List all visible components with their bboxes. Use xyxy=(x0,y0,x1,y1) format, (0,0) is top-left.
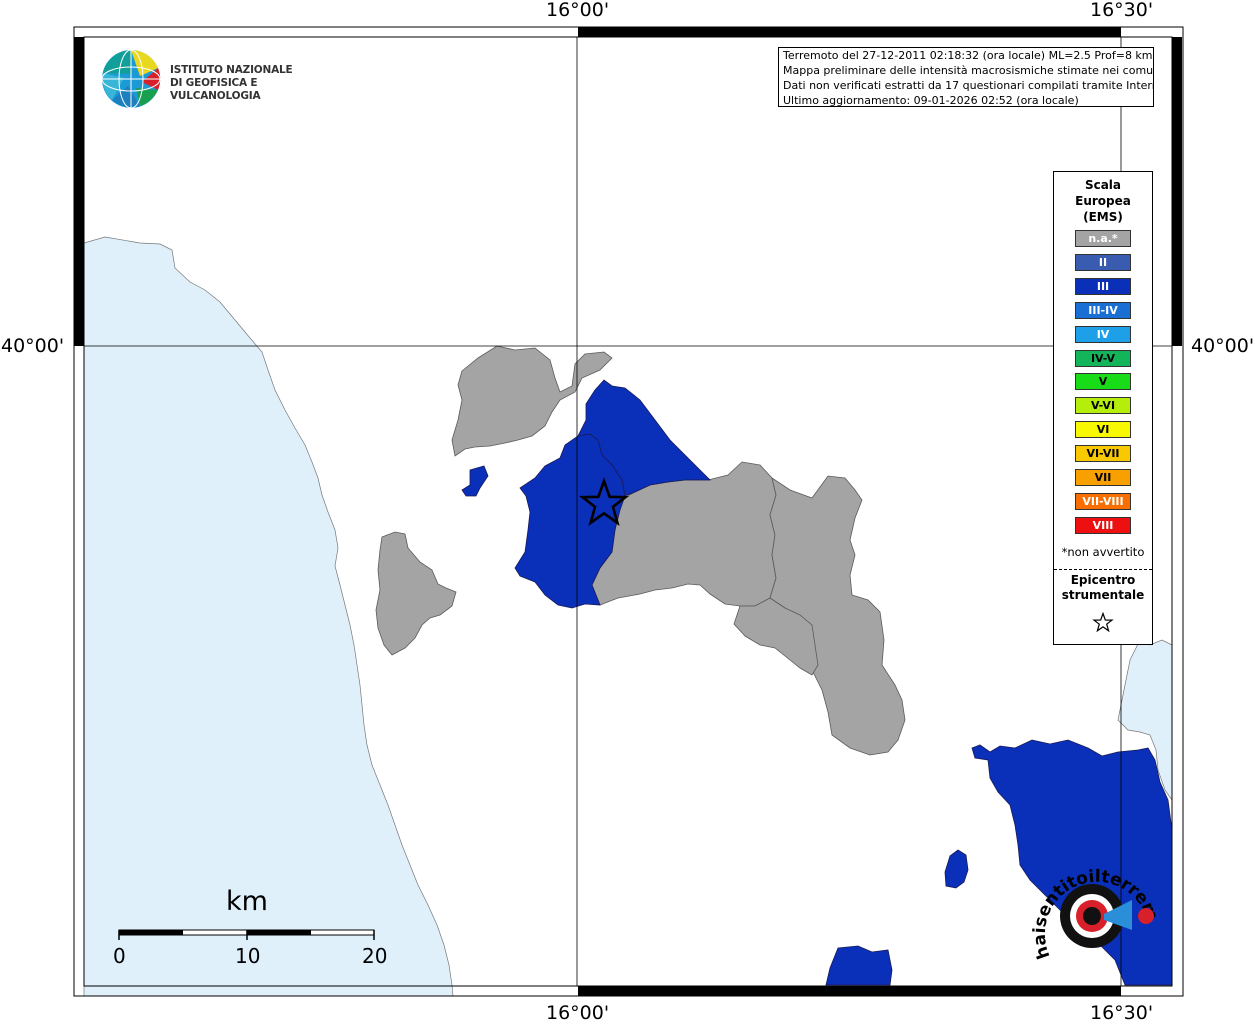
event-info-line1: Terremoto del 27-12-2011 02:18:32 (ora l… xyxy=(783,49,1153,62)
legend-divider xyxy=(1054,569,1152,570)
lat-label-right-40: 40°00' xyxy=(1191,335,1255,357)
legend-swatch: VI-VII xyxy=(1075,445,1131,463)
epicenter-star-icon xyxy=(578,477,630,526)
legend-swatch: IV-V xyxy=(1075,349,1131,367)
scale-bar xyxy=(118,929,375,940)
scale-bar-tick-0: 0 xyxy=(113,944,126,968)
scale-bar-tick-20: 20 xyxy=(362,944,388,968)
municipality-iii-south xyxy=(825,945,893,986)
lon-label-bottom-1630: 16°30' xyxy=(1090,1002,1154,1024)
legend-swatch: VIII xyxy=(1075,516,1131,534)
legend-title-line2: Europea xyxy=(1075,194,1131,208)
ingv-logo-line1: ISTITUTO NAZIONALE xyxy=(170,64,293,76)
legend-swatch: V xyxy=(1075,373,1131,391)
haisentito-stamp: haisentitoilterremoto.it xyxy=(1024,835,1162,980)
event-info-line4: Ultimo aggiornamento: 09-01-2026 02:52 (… xyxy=(783,94,1079,107)
ingv-logo-text: ISTITUTO NAZIONALE DI GEOFISICA E VULCAN… xyxy=(170,64,320,103)
scale-bar-tick-10: 10 xyxy=(235,944,261,968)
legend-swatch: III xyxy=(1075,277,1131,295)
legend-swatch: III-IV xyxy=(1075,301,1131,319)
legend-swatch: VII xyxy=(1075,469,1131,486)
municipality-iii-islet xyxy=(461,465,489,497)
municipality-iii-island xyxy=(944,849,969,889)
lon-label-top-16: 16°00' xyxy=(546,0,610,21)
municipalities-na xyxy=(375,345,906,756)
legend-title-line1: Scala xyxy=(1084,178,1122,192)
ingv-globe-icon xyxy=(101,49,161,109)
municipality-na-north xyxy=(451,345,613,457)
legend-swatch: II xyxy=(1075,253,1131,271)
haisentito-logo-icon: haisentitoilterremoto.it xyxy=(1024,835,1162,962)
map-frame xyxy=(73,26,1184,997)
legend-epicenter-label: Epicentro strumentale xyxy=(1054,573,1152,603)
scale-bar-unit: km xyxy=(226,886,268,917)
legend-title: Scala Europea (EMS) xyxy=(1054,177,1152,225)
lon-label-bottom-16: 16°00' xyxy=(546,1002,610,1024)
legend-swatch: n.a.* xyxy=(1075,230,1131,247)
legend-swatch: VI xyxy=(1075,421,1131,439)
legend-epicenter-line1: Epicentro xyxy=(1070,573,1136,587)
municipality-na-west xyxy=(375,531,457,656)
legend-swatch: V-VI xyxy=(1075,397,1131,415)
legend-star-icon xyxy=(1092,612,1114,633)
event-info-line2: Mappa preliminare delle intensità macros… xyxy=(783,64,1154,77)
event-info-box: Terremoto del 27-12-2011 02:18:32 (ora l… xyxy=(778,47,1154,107)
ingv-logo: ISTITUTO NAZIONALE DI GEOFISICA E VULCAN… xyxy=(100,48,320,110)
municipality-na-south xyxy=(733,597,819,676)
municipality-iii-epicentre xyxy=(514,433,626,609)
legend-swatch: VII-VIII xyxy=(1075,492,1131,510)
ingv-logo-line2: DI GEOFISICA E VULCANOLOGIA xyxy=(170,77,261,102)
legend-epicenter-line2: strumentale xyxy=(1061,588,1145,602)
legend-note: *non avvertito xyxy=(1061,545,1145,559)
legend-title-line3: (EMS) xyxy=(1083,210,1123,224)
ems-legend: Scala Europea (EMS) n.a.* II III III-IV IV IV… xyxy=(1053,171,1153,645)
legend-swatch: IV xyxy=(1075,325,1131,343)
lat-label-left-40: 40°00' xyxy=(1,335,65,357)
event-info-line3: Dati non verificati estratti da 17 quest… xyxy=(783,79,1154,92)
sea-west xyxy=(83,236,454,997)
lon-label-top-1630: 16°30' xyxy=(1090,0,1154,21)
